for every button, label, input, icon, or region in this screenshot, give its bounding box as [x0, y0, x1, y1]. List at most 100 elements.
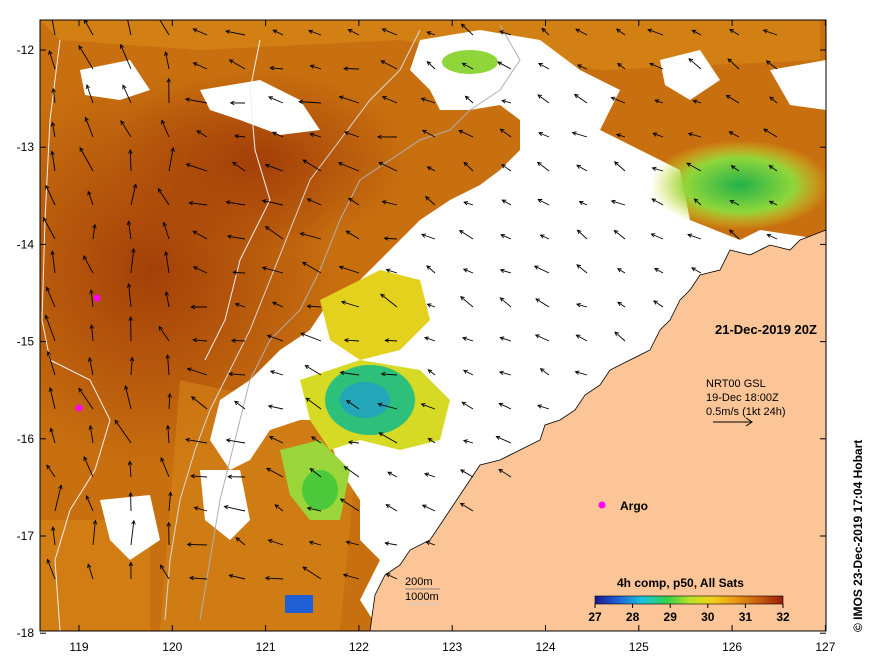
current-vector-head: [498, 370, 504, 376]
current-vector: [87, 191, 94, 206]
current-vector: [763, 29, 778, 36]
current-vector-head: [424, 336, 429, 341]
y-tick-label: -12: [17, 43, 35, 57]
current-vector-head: [48, 50, 53, 55]
current-vector-head: [184, 97, 190, 102]
current-vector: [265, 577, 284, 580]
current-vector: [463, 162, 474, 172]
current-vector: [653, 132, 664, 138]
current-vector: [534, 265, 550, 274]
current-vector-head: [377, 402, 383, 407]
current-vector: [501, 100, 512, 104]
current-vector-head: [129, 356, 135, 362]
current-vector-head: [500, 234, 506, 239]
current-vector-head: [383, 236, 389, 241]
current-vector-head: [691, 29, 697, 34]
current-vector-head: [308, 540, 314, 545]
current-vector: [729, 131, 740, 138]
current-vector-head: [347, 440, 353, 445]
current-vector-head: [576, 229, 582, 235]
current-vector-head: [765, 60, 771, 65]
current-vector-head: [380, 371, 386, 377]
current-vector-head: [501, 99, 507, 104]
current-vector: [537, 161, 550, 172]
current-vector: [382, 96, 398, 104]
current-vector: [129, 150, 132, 172]
current-vector-head: [617, 301, 622, 307]
current-vector: [767, 234, 778, 240]
current-vector-head: [164, 290, 170, 296]
current-vector: [727, 58, 740, 70]
current-vector-head: [387, 471, 393, 476]
current-vector: [577, 64, 588, 70]
current-vector: [343, 574, 360, 580]
current-vector-head: [267, 539, 273, 544]
current-vector: [160, 457, 170, 478]
current-vector-head: [192, 230, 198, 235]
current-vector: [341, 301, 360, 308]
current-vector: [120, 44, 132, 70]
current-vector: [346, 400, 360, 410]
current-vector: [461, 401, 474, 410]
contour-1000m: [164, 29, 421, 621]
current-vector: [51, 251, 56, 274]
current-vector: [421, 234, 436, 240]
current-vector-head: [58, 484, 63, 490]
current-vector: [265, 164, 284, 172]
current-vector-head: [342, 573, 348, 578]
current-vector: [185, 98, 208, 104]
y-tick-label: -17: [17, 529, 35, 543]
current-vector: [385, 504, 398, 512]
current-vector-head: [426, 60, 432, 66]
current-vector: [379, 432, 398, 444]
current-vector: [49, 387, 56, 410]
current-vector: [541, 28, 550, 36]
current-vector-head: [424, 195, 430, 201]
current-vector: [128, 221, 132, 240]
current-vector: [427, 303, 436, 308]
current-vector-head: [535, 298, 541, 303]
current-vector-head: [131, 247, 136, 253]
current-vector-head: [128, 561, 134, 567]
current-vector-head: [501, 199, 507, 204]
current-vector: [262, 267, 284, 274]
current-vector-head: [83, 255, 88, 260]
current-vector: [382, 28, 398, 36]
current-vector-head: [264, 576, 270, 581]
current-vector-head: [223, 505, 229, 510]
current-vector-head: [345, 540, 351, 545]
current-vector-head: [380, 60, 386, 65]
current-vector: [229, 59, 246, 70]
current-vector-head: [50, 250, 55, 256]
current-vector: [693, 100, 702, 104]
current-vector-head: [651, 198, 657, 203]
current-vector: [54, 485, 62, 512]
current-vector: [574, 94, 588, 104]
current-vector: [340, 498, 360, 512]
current-vector-head: [45, 184, 50, 190]
current-vector-head: [306, 506, 312, 511]
current-vector: [232, 161, 246, 172]
current-vector-head: [226, 234, 232, 239]
current-vector: [340, 371, 360, 376]
current-vector-head: [458, 229, 464, 235]
current-vector: [307, 198, 322, 206]
current-vector-head: [85, 84, 91, 90]
current-vector: [193, 266, 208, 274]
current-vector: [308, 30, 322, 36]
current-vector: [302, 159, 322, 172]
current-vector: [458, 130, 474, 138]
current-vector-head: [691, 267, 696, 272]
current-vector: [766, 60, 778, 70]
current-vector-head: [649, 62, 655, 67]
current-vector-head: [459, 469, 465, 474]
current-vector-head: [309, 64, 315, 69]
current-vector-head: [186, 542, 192, 547]
current-vector: [500, 269, 512, 274]
current-vector-head: [51, 87, 56, 93]
current-vector: [196, 130, 208, 138]
current-vector: [187, 543, 208, 546]
x-axis: 119 120 121 122 123 124 125 126 127: [69, 20, 836, 654]
current-vector-head: [272, 29, 278, 34]
current-vector-head: [120, 120, 125, 125]
